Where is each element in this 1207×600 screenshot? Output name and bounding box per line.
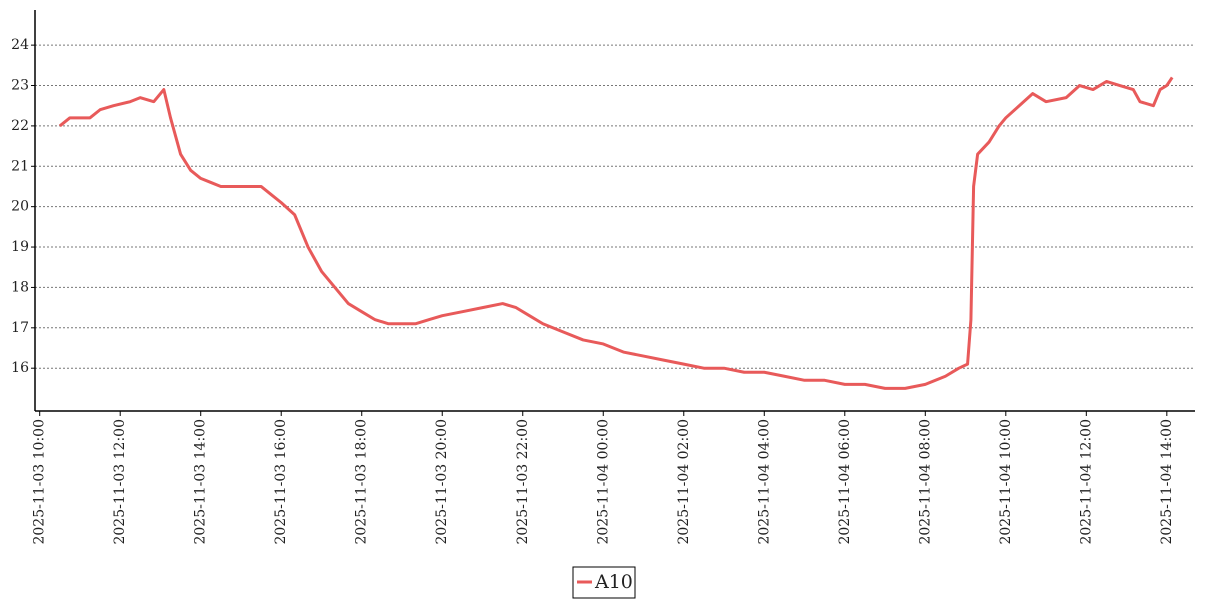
x-tick-label: 2025-11-04 14:00 bbox=[1159, 419, 1175, 545]
x-tick-label: 2025-11-04 06:00 bbox=[837, 419, 853, 545]
x-tick-label: 2025-11-03 18:00 bbox=[354, 419, 370, 545]
data-line bbox=[58, 76, 1174, 390]
x-tick-label: 2025-11-04 04:00 bbox=[756, 419, 772, 545]
y-tick-label: 18 bbox=[11, 279, 29, 295]
x-tick-label: 2025-11-03 22:00 bbox=[515, 419, 531, 545]
legend-label: A10 bbox=[594, 571, 633, 593]
x-tick-label: 2025-11-04 00:00 bbox=[595, 419, 611, 545]
x-tick-label: 2025-11-03 14:00 bbox=[193, 419, 209, 545]
x-tick-label: 2025-11-04 10:00 bbox=[998, 419, 1014, 545]
x-tick-label: 2025-11-03 16:00 bbox=[273, 419, 289, 545]
y-tick-label: 20 bbox=[11, 199, 29, 215]
x-tick-label: 2025-11-03 12:00 bbox=[112, 419, 128, 545]
y-tick-label: 19 bbox=[11, 239, 29, 255]
y-tick-label: 16 bbox=[11, 360, 29, 376]
y-tick-label: 22 bbox=[11, 118, 29, 134]
x-tick-label: 2025-11-04 08:00 bbox=[917, 419, 933, 545]
y-tick-label: 23 bbox=[11, 78, 29, 94]
x-tick-label: 2025-11-03 10:00 bbox=[32, 419, 48, 545]
y-tick-label: 17 bbox=[11, 320, 29, 336]
y-tick-label: 21 bbox=[11, 158, 29, 174]
x-tick-label: 2025-11-04 02:00 bbox=[676, 419, 692, 545]
x-tick-label: 2025-11-03 20:00 bbox=[434, 419, 450, 545]
legend: A10 bbox=[572, 566, 636, 599]
y-tick-label: 24 bbox=[11, 37, 29, 53]
x-tick-label: 2025-11-04 12:00 bbox=[1078, 419, 1094, 545]
